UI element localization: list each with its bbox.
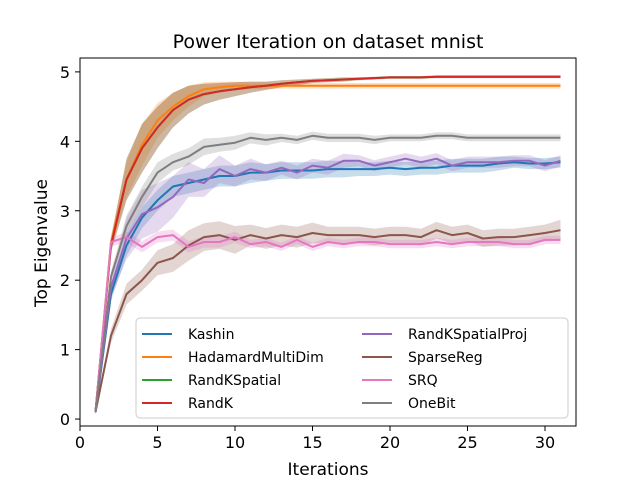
legend-label-randkspatialproj: RandKSpatialProj bbox=[408, 327, 527, 343]
legend-box bbox=[135, 317, 569, 419]
y-axis-label: Top Eigenvalue bbox=[32, 179, 52, 308]
x-tick-label: 0 bbox=[75, 433, 85, 452]
legend-label-kashin: Kashin bbox=[188, 327, 234, 343]
line-onebit bbox=[94, 134, 561, 413]
legend-label-randkspatial: RandKSpatial bbox=[188, 373, 281, 389]
y-tick-label: 3 bbox=[60, 202, 70, 221]
legend: Kashin HadamardMultiDim RandKSpatial RandK R… bbox=[135, 317, 569, 419]
band-sparsereg bbox=[95, 219, 561, 415]
y-tick-label: 5 bbox=[60, 63, 70, 82]
confidence-bands bbox=[95, 75, 561, 415]
line-kashin bbox=[94, 161, 561, 413]
legend-label-randk: RandK bbox=[188, 396, 234, 412]
band-srq bbox=[95, 229, 561, 415]
axes: 0 5 10 15 20 25 30 0 1 2 3 4 5 bbox=[60, 57, 577, 452]
y-tick-label: 4 bbox=[60, 132, 70, 151]
line-randkspatialproj bbox=[94, 157, 561, 413]
y-tick-label: 2 bbox=[60, 271, 70, 290]
legend-label-onebit: OneBit bbox=[408, 396, 456, 412]
line-sparsereg bbox=[94, 229, 561, 413]
x-tick-label: 25 bbox=[457, 433, 477, 452]
x-tick-label: 5 bbox=[152, 433, 162, 452]
line-hadamardmultidim bbox=[94, 84, 561, 413]
x-tick-label: 10 bbox=[225, 433, 245, 452]
legend-label-srq: SRQ bbox=[408, 373, 438, 389]
y-tick-label: 1 bbox=[60, 341, 70, 360]
line-srq bbox=[94, 234, 561, 413]
y-tick-label: 0 bbox=[60, 410, 70, 429]
x-axis-label: Iterations bbox=[288, 460, 369, 480]
legend-label-hadamardmultidim: HadamardMultiDim bbox=[188, 350, 324, 366]
series-lines bbox=[94, 75, 561, 413]
chart-title: Power Iteration on dataset mnist bbox=[173, 31, 484, 53]
x-tick-label: 30 bbox=[535, 433, 555, 452]
legend-label-sparsereg: SparseReg bbox=[408, 350, 483, 366]
line-randk bbox=[94, 75, 561, 413]
x-tick-label: 20 bbox=[380, 433, 400, 452]
x-tick-label: 15 bbox=[302, 433, 322, 452]
plot-frame bbox=[79, 57, 577, 427]
